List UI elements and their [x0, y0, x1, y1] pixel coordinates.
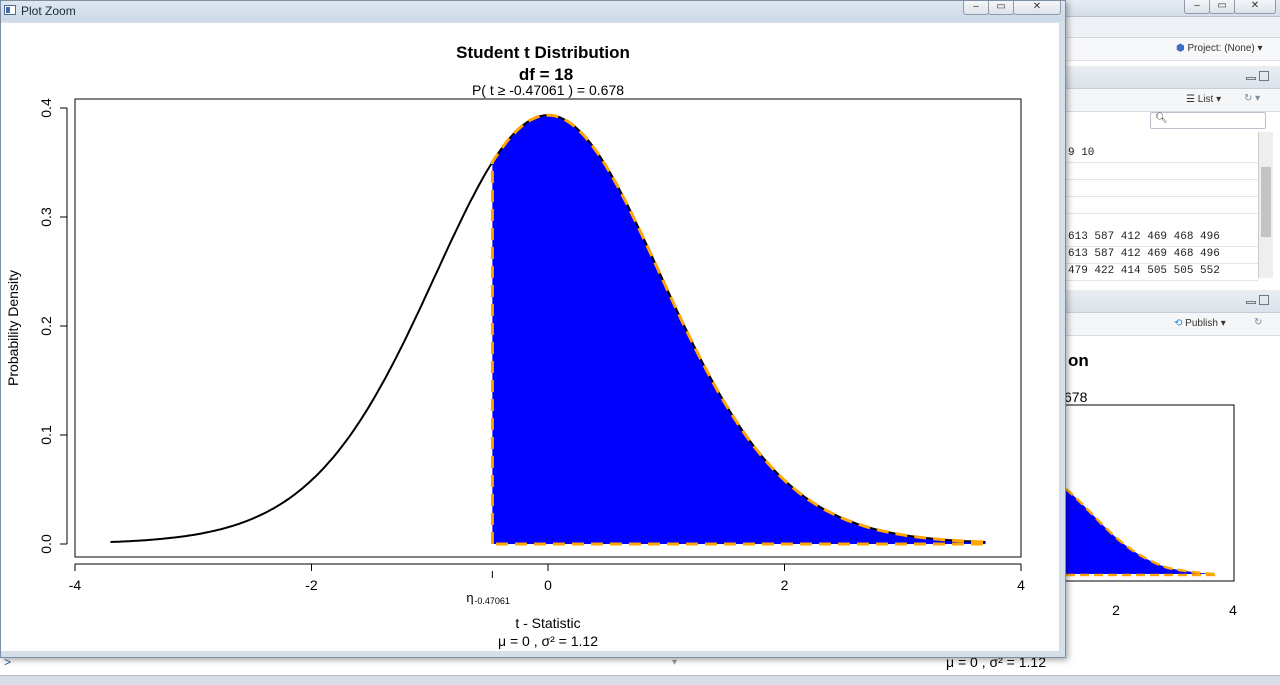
publish-icon: ⟲ — [1174, 318, 1185, 329]
search-icon: 🔍︎ — [1155, 113, 1168, 124]
y-axis-label: Probability Density — [5, 270, 21, 386]
data-row — [1058, 180, 1258, 197]
y-tick-label: 0.0 — [38, 534, 54, 554]
plot-zoom-titlebar[interactable]: Plot Zoom – ▭ ✕ — [1, 1, 1065, 21]
project-icon: ⬢ — [1176, 43, 1188, 54]
list-view-menu[interactable]: ☰ List ▾ — [1186, 94, 1221, 105]
plot-thumbnail: on 678 2 4 — [1058, 336, 1280, 676]
plot-canvas: Student t Distribution df = 18 P( t ≥ -0… — [1, 23, 1059, 651]
eta-subscript: -0.47061 — [474, 596, 510, 606]
params-label: μ = 0 , σ² = 1.12 — [498, 633, 598, 649]
publish-button[interactable]: ⟲ Publish ▾ — [1174, 318, 1226, 329]
scrollbar-thumb[interactable] — [1261, 167, 1271, 237]
x-tick-label: -4 — [69, 577, 82, 593]
project-bar: ⬢ Project: (None) ▾ — [1058, 38, 1280, 61]
environment-pane-header — [1058, 66, 1280, 89]
zoom-close-button[interactable]: ✕ — [1013, 1, 1061, 15]
pane-minmax[interactable] — [1246, 71, 1270, 83]
data-row: 613 587 412 469 468 496 — [1058, 230, 1258, 247]
data-row: 9 10 — [1058, 146, 1258, 163]
x-axis-label: t - Statistic — [515, 615, 580, 631]
pane-minmax[interactable] — [1246, 295, 1270, 307]
x-tick-label: 4 — [1017, 577, 1025, 593]
data-row — [1058, 197, 1258, 214]
thumb-tick-label: 2 — [1112, 602, 1120, 618]
zoom-maximize-button[interactable]: ▭ — [988, 1, 1014, 15]
x-tick-label: 0 — [544, 577, 552, 593]
data-row: 479 422 414 505 505 552 — [1058, 264, 1258, 281]
close-button[interactable]: ✕ — [1234, 0, 1276, 14]
rstudio-titlebar: – ▭ ✕ — [1058, 0, 1280, 17]
console-scroll-icon[interactable]: ▾ — [672, 657, 677, 668]
t-distribution-chart: Student t Distribution df = 18 P( t ≥ -0… — [1, 23, 1059, 651]
environment-toolbar: ☰ List ▾ ↻ ▾ — [1058, 89, 1280, 112]
minimize-button[interactable]: – — [1184, 0, 1210, 14]
window-title: Plot Zoom — [21, 4, 76, 18]
data-row: 613 587 412 469 468 496 — [1058, 247, 1258, 264]
viewer-pane-header — [1058, 290, 1280, 313]
project-menu[interactable]: ⬢ Project: (None) ▾ — [1176, 43, 1263, 54]
refresh-icon[interactable]: ↻ — [1254, 317, 1262, 328]
y-tick-label: 0.1 — [38, 425, 54, 445]
list-icon: ☰ — [1186, 94, 1198, 105]
chart-title: Student t Distribution — [456, 43, 630, 62]
eta-label: η — [466, 590, 473, 605]
restore-button[interactable]: ▭ — [1209, 0, 1235, 14]
data-row — [1058, 163, 1258, 180]
x-tick-label: 2 — [781, 577, 789, 593]
shaded-area — [492, 115, 985, 544]
thumb-tick-label: 4 — [1229, 602, 1237, 618]
plot-window-icon — [4, 5, 16, 15]
x-tick-label: -2 — [305, 577, 318, 593]
plot-zoom-window: Plot Zoom – ▭ ✕ Student t Distribution d… — [0, 0, 1066, 658]
main-toolbar — [1058, 17, 1280, 38]
plots-toolbar: ⟲ Publish ▾ ↻ — [1058, 313, 1280, 336]
zoom-minimize-button[interactable]: – — [963, 1, 989, 15]
data-scrollbar[interactable] — [1258, 132, 1273, 278]
thumb-prob-fragment: 678 — [1064, 389, 1088, 405]
probability-label: P( t ≥ -0.47061 ) = 0.678 — [472, 82, 624, 98]
y-tick-label: 0.4 — [38, 98, 54, 118]
refresh-icon[interactable]: ↻ ▾ — [1244, 93, 1260, 104]
environment-search-input[interactable]: 🔍︎ — [1150, 112, 1266, 129]
y-tick-label: 0.3 — [38, 207, 54, 227]
thumb-title-fragment: on — [1068, 351, 1089, 370]
y-tick-label: 0.2 — [38, 316, 54, 336]
